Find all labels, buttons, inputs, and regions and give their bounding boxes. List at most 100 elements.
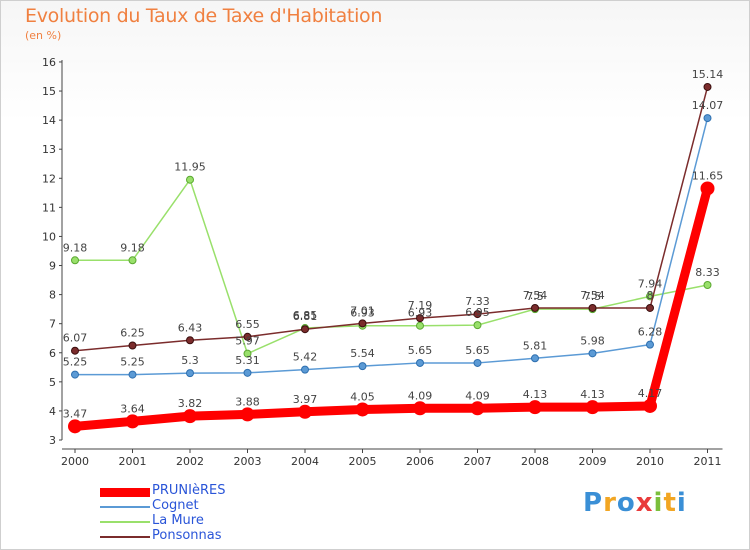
data-label: 5.65 <box>408 344 433 357</box>
data-label: 7.54 <box>580 289 605 302</box>
data-label: 6.28 <box>638 326 663 339</box>
x-tick-label: 2005 <box>349 455 377 468</box>
data-point <box>125 414 140 429</box>
data-point <box>416 358 424 367</box>
data-point <box>643 398 657 413</box>
data-point <box>240 407 255 422</box>
legend-label: Cognet <box>152 498 199 513</box>
data-point <box>588 303 597 312</box>
y-tick-label: 13 <box>42 143 56 156</box>
data-label: 5.98 <box>580 334 605 347</box>
data-label: 5.25 <box>120 356 145 369</box>
data-label: 6.95 <box>465 306 490 319</box>
series-line-1 <box>74 117 709 376</box>
data-point <box>128 341 137 350</box>
x-tick-label: 2004 <box>291 455 319 468</box>
y-tick-label: 6 <box>49 347 56 360</box>
x-tick-label: 2008 <box>521 455 549 468</box>
data-label: 3.47 <box>63 407 88 420</box>
y-tick-label: 5 <box>49 376 56 389</box>
data-label: 6.55 <box>235 318 260 331</box>
data-label: 3.82 <box>178 397 203 410</box>
y-tick-label: 14 <box>42 114 56 127</box>
y-tick-label: 8 <box>49 289 56 302</box>
data-point <box>71 346 79 355</box>
data-label: 6.43 <box>178 321 203 334</box>
data-point <box>301 365 309 374</box>
series-line-0 <box>70 183 712 431</box>
data-label: 4.13 <box>523 388 548 401</box>
legend-label: PRUNIèRES <box>152 483 226 498</box>
y-tick-label: 7 <box>49 318 56 331</box>
data-point <box>243 349 252 358</box>
data-label: 11.65 <box>692 169 724 182</box>
x-tick-label: 2006 <box>406 455 434 468</box>
legend-label: La Mure <box>152 513 204 528</box>
data-point <box>71 370 79 379</box>
data-label: 4.17 <box>638 387 663 400</box>
series-line-3 <box>74 86 709 352</box>
data-point <box>416 321 424 330</box>
data-label: 7.33 <box>465 295 490 308</box>
y-tick-label: 4 <box>49 405 56 418</box>
logo-letter: i <box>676 488 687 518</box>
data-label: 4.09 <box>408 389 433 402</box>
data-label: 7.94 <box>638 277 663 290</box>
data-point <box>128 370 137 379</box>
x-tick-label: 2007 <box>464 455 492 468</box>
logo-letter: x <box>635 488 654 518</box>
x-tick-label: 2001 <box>119 455 147 468</box>
data-point <box>700 181 715 196</box>
x-tick-label: 2003 <box>234 455 262 468</box>
chart-title: Evolution du Taux de Taxe d'Habitation <box>25 5 383 27</box>
data-point <box>646 340 654 349</box>
logo-letter: i <box>653 488 664 518</box>
data-label: 8 <box>647 289 654 302</box>
legend-swatch <box>100 521 150 523</box>
data-label: 6.93 <box>350 307 375 320</box>
data-point <box>243 368 252 377</box>
data-point <box>298 404 312 419</box>
y-tick-label: 9 <box>49 260 56 273</box>
proxiti-logo: Proxiti <box>583 488 687 518</box>
data-point <box>301 325 309 334</box>
data-label: 11.95 <box>174 161 206 174</box>
data-point <box>186 175 194 184</box>
data-point <box>646 303 654 312</box>
logo-letter: r <box>603 488 617 518</box>
data-label: 7.01 <box>350 304 375 317</box>
data-label: 8.33 <box>695 266 720 279</box>
data-point <box>243 332 252 341</box>
data-point <box>128 256 137 265</box>
x-tick-label: 2011 <box>694 455 722 468</box>
data-label: 6.25 <box>120 326 145 339</box>
data-point <box>186 369 194 378</box>
y-tick-label: 10 <box>42 230 56 243</box>
data-label: 6.07 <box>63 332 88 345</box>
data-point <box>528 400 542 415</box>
y-tick-label: 3 <box>49 434 56 447</box>
data-label: 7.54 <box>523 289 548 302</box>
y-tick-label: 16 <box>42 56 56 69</box>
data-label: 15.14 <box>692 68 724 81</box>
legend-swatch <box>100 506 150 508</box>
data-label: 5.25 <box>63 356 88 369</box>
series-layer <box>68 82 715 434</box>
data-point <box>585 400 600 415</box>
logo-letter: t <box>663 488 677 518</box>
data-labels-layer: 3.47 3.64 3.82 3.88 3.97 4.05 4.09 4.09 4.13 4.13… <box>63 68 724 420</box>
axes: 3 4 5 6 7 8 9 10 11 12 13 14 15 16 2000 2001 2002 2003 200… <box>42 56 723 468</box>
data-point <box>358 319 367 328</box>
data-point <box>355 402 370 417</box>
data-label: 6.81 <box>293 310 318 323</box>
data-point <box>473 358 482 367</box>
data-point <box>531 354 539 363</box>
x-tick-label: 2009 <box>579 455 607 468</box>
data-label: 5.81 <box>523 339 548 352</box>
data-point <box>470 401 485 416</box>
data-point <box>358 362 367 371</box>
data-label: 3.97 <box>293 393 318 406</box>
data-point <box>71 256 79 265</box>
